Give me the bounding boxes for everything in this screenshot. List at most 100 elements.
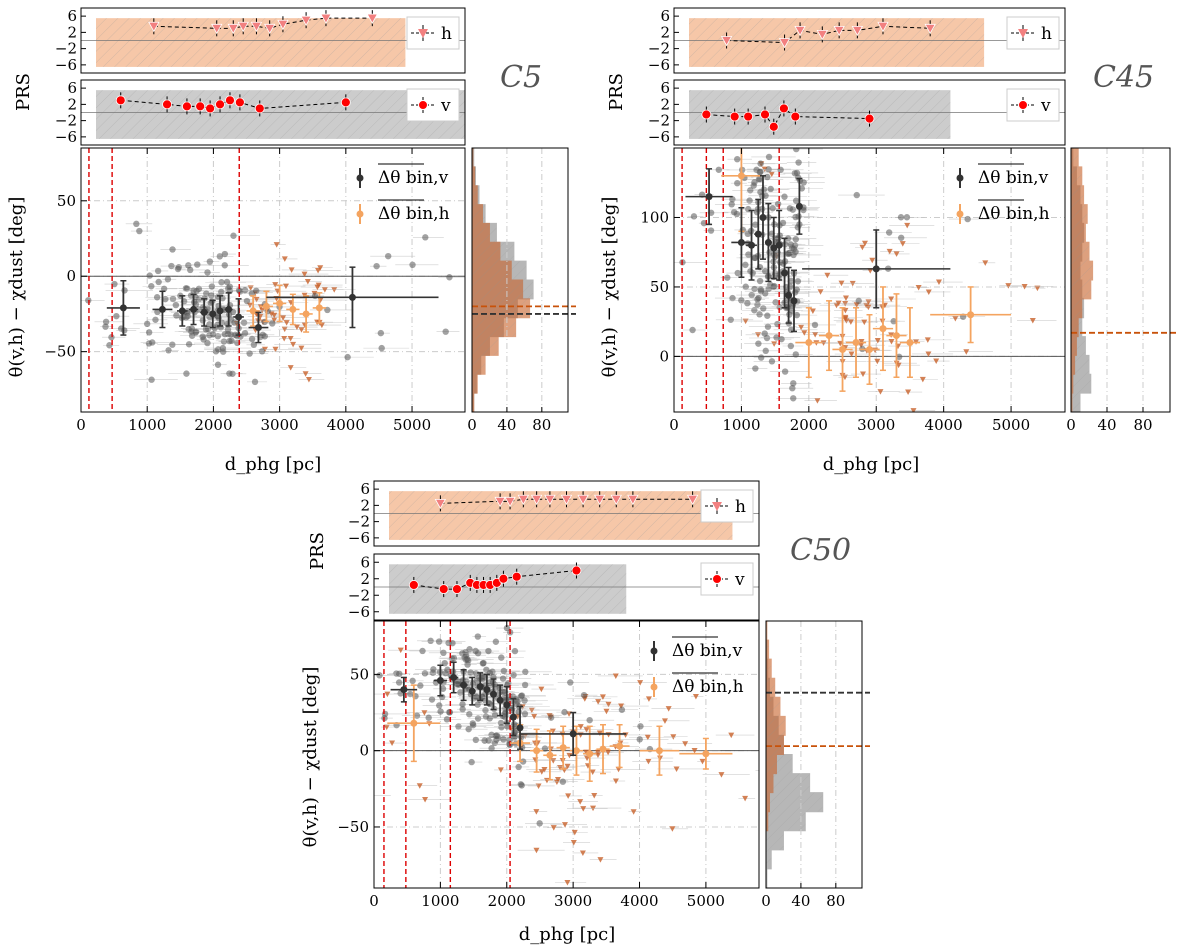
data-point-h (580, 806, 587, 812)
data-point-h (895, 432, 901, 438)
prs-h-point (264, 23, 276, 35)
data-point-v (227, 331, 235, 338)
prs-v-frame (80, 79, 466, 146)
data-point-h (982, 260, 989, 266)
data-point-h (812, 332, 819, 338)
binned-v-point (737, 238, 745, 246)
histogram: 0 40 80 (761, 620, 870, 910)
data-point-h (550, 825, 557, 831)
data-point-h (301, 271, 308, 278)
data-point-v (231, 319, 238, 326)
data-point-h (321, 287, 328, 293)
data-point-v (890, 318, 897, 325)
binned-h-point (866, 345, 873, 353)
data-point-v (154, 308, 161, 316)
data-point-v (409, 677, 416, 685)
data-point-v (149, 339, 156, 346)
data-point-v (738, 297, 745, 304)
prs-h-legend-marker (418, 29, 428, 38)
data-point-v (467, 669, 474, 676)
binned-h-point (586, 750, 594, 758)
prs-v-ytick-label: −6 (648, 128, 670, 146)
data-point-h (925, 351, 932, 357)
binned-v-point (705, 193, 713, 201)
data-point-v (121, 287, 128, 294)
prs-h-point (530, 494, 543, 506)
data-point-v (751, 254, 758, 262)
data-point-v (790, 245, 798, 253)
data-point-v (481, 737, 488, 744)
binned-h-point (599, 745, 607, 753)
data-point-v (751, 285, 758, 293)
data-point-h (383, 724, 390, 731)
data-point-h (605, 701, 612, 708)
data-point-v (789, 384, 796, 392)
hist-x-tick-label: 0 (467, 416, 477, 434)
data-point-v (761, 267, 769, 275)
data-point-v (469, 720, 476, 727)
data-point-h (271, 312, 278, 319)
binned-h-point (249, 307, 257, 315)
prs-h-point (494, 496, 506, 508)
legend-v-label: Δθ bin,v (672, 641, 743, 661)
data-point-h (935, 279, 942, 286)
data-point-v (518, 733, 525, 741)
legend-h-label: Δθ bin,h (978, 204, 1050, 224)
data-point-h (577, 724, 584, 730)
data-point-v (214, 361, 222, 368)
data-point-v (155, 278, 162, 286)
data-point-v (964, 215, 971, 223)
data-point-v (772, 299, 779, 306)
binned-h-point (655, 747, 663, 755)
data-point-h (673, 766, 680, 772)
legend-v-marker (650, 647, 658, 655)
data-point-v (811, 321, 819, 329)
prs-h-legend-marker (1018, 29, 1028, 38)
data-point-v (446, 274, 453, 281)
data-point-v (781, 193, 788, 200)
data-point-h (886, 248, 893, 255)
hist-x-tick-label: 80 (826, 892, 845, 910)
data-point-h (718, 772, 725, 778)
data-point-v (492, 638, 500, 645)
prs-h-legend-label: h (735, 497, 746, 517)
prs-h-point (277, 19, 289, 31)
data-point-v (767, 185, 774, 193)
data-point-v (561, 708, 568, 716)
data-point-h (849, 280, 856, 287)
data-point-h (728, 732, 735, 739)
data-point-v (493, 732, 501, 739)
data-point-v (136, 227, 143, 235)
prs-h-point (778, 38, 791, 49)
data-point-v (559, 778, 567, 785)
data-point-h (283, 320, 290, 326)
prs-h-point (434, 498, 447, 510)
data-point-v (121, 327, 128, 334)
prs-h-point (211, 23, 223, 35)
prs-h-legend-label: h (1041, 24, 1052, 44)
data-point-v (269, 320, 276, 327)
prs-v-point (162, 99, 172, 110)
binned-v-point (509, 713, 517, 721)
data-point-h (859, 244, 866, 251)
prs-v-point (182, 101, 192, 112)
data-point-v (462, 652, 470, 659)
data-point-v (730, 208, 738, 216)
x-tick-label: 5000 (687, 892, 725, 910)
prs-h-point (148, 21, 160, 33)
data-point-h (771, 341, 778, 347)
data-point-h (594, 749, 601, 756)
hist-x-tick-label: 80 (532, 416, 551, 434)
legend-v-label: Δθ bin,v (978, 168, 1049, 188)
data-point-v (580, 691, 588, 699)
data-point-h (612, 673, 619, 679)
prs-h-point (560, 494, 573, 506)
data-point-v (742, 283, 749, 290)
prs-h-point (250, 21, 263, 33)
x-tick-label: 0 (669, 416, 679, 434)
binned-h-point (805, 339, 813, 347)
data-point-v (206, 321, 213, 328)
data-point-h (497, 767, 504, 773)
